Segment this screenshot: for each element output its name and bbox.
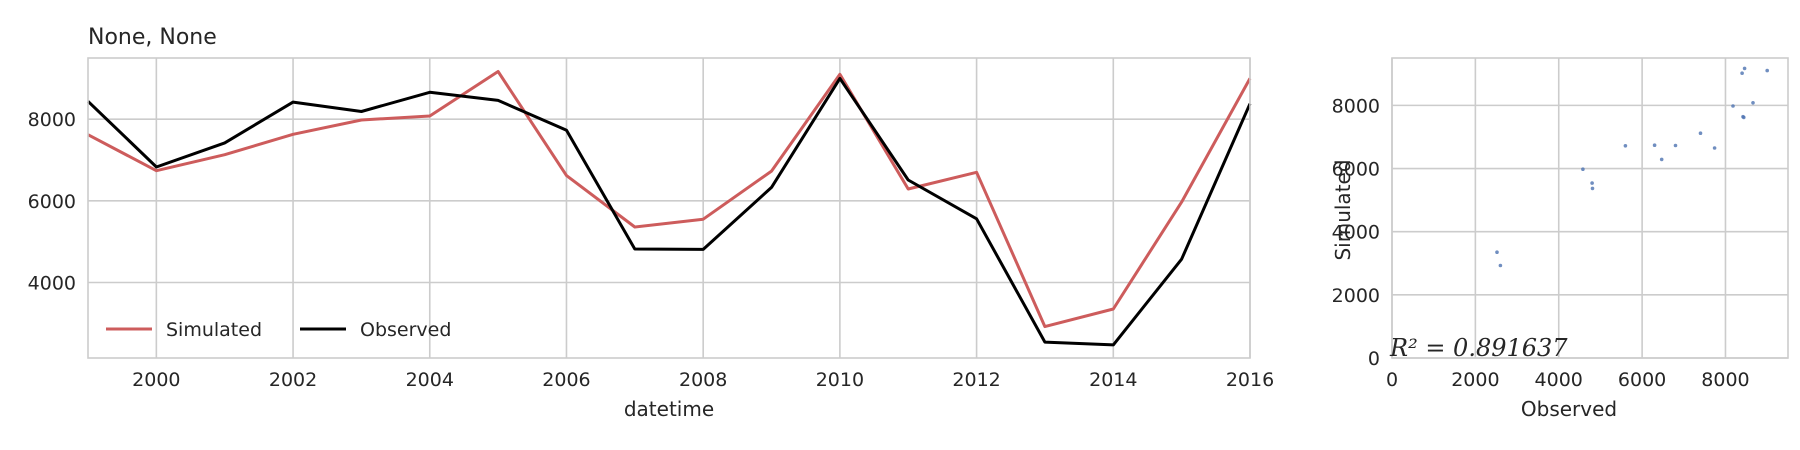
scatter-x-axis-label: Observed (1521, 397, 1617, 421)
time-series-x-ticks: 2000 2002 2004 2006 2008 2010 2012 2014 2016 (132, 369, 1274, 391)
scatter-x-tick-label: 8000 (1701, 369, 1749, 391)
scatter-x-ticks: 0 2000 4000 6000 8000 (1386, 369, 1750, 391)
y-tick-label: 4000 (28, 272, 76, 294)
scatter-point (1751, 101, 1755, 105)
scatter-point (1652, 143, 1657, 147)
time-series-frame (87, 57, 1251, 359)
scatter-y-tick-label: 2000 (1332, 285, 1380, 307)
scatter-point (1742, 115, 1746, 120)
scatter-point (1731, 104, 1735, 108)
scatter-point (1623, 144, 1628, 148)
scatter-points (1495, 66, 1769, 268)
scatter-x-tick-label: 4000 (1535, 369, 1583, 391)
time-series-y-ticks: 4000 6000 8000 (28, 109, 76, 294)
legend: Simulated Observed (106, 319, 451, 341)
scatter-point (1765, 68, 1769, 73)
series-line-simulated (87, 70, 1252, 329)
legend-label-simulated: Simulated (166, 319, 262, 341)
x-tick-label: 2006 (542, 369, 590, 391)
scatter-x-tick-label: 0 (1386, 369, 1398, 391)
time-series-grid (88, 58, 1251, 358)
scatter-point (1659, 157, 1664, 162)
scatter-point (1590, 181, 1594, 185)
time-series-panel: 2000 2002 2004 2006 2008 2010 2012 2014 2016 400… (28, 25, 1275, 421)
x-tick-label: 2000 (132, 369, 180, 391)
scatter-point (1740, 71, 1744, 75)
scatter-point (1590, 186, 1595, 191)
time-series-lines (86, 70, 1252, 347)
scatter-point (1742, 66, 1747, 71)
scatter-frame (1391, 57, 1789, 359)
y-tick-label: 6000 (28, 191, 76, 213)
scatter-y-axis-label: Simulated (1331, 159, 1355, 260)
scatter-grid (1391, 58, 1788, 359)
scatter-x-tick-label: 2000 (1451, 369, 1499, 391)
legend-label-observed: Observed (360, 319, 451, 341)
x-tick-label: 2012 (952, 369, 1000, 391)
r-squared-annotation: R² = 0.891637 (1389, 334, 1568, 362)
x-tick-label: 2008 (679, 369, 727, 391)
x-tick-label: 2014 (1089, 369, 1137, 391)
x-tick-label: 2004 (406, 369, 454, 391)
scatter-point (1495, 250, 1499, 254)
scatter-x-tick-label: 6000 (1618, 369, 1666, 391)
scatter-point (1673, 143, 1678, 148)
scatter-y-ticks: 0 2000 4000 6000 8000 (1332, 95, 1380, 370)
scatter-point (1698, 131, 1703, 135)
scatter-panel: 0 2000 4000 6000 8000 0 2000 4000 6000 8000 Obse… (1331, 57, 1789, 421)
scatter-y-tick-label: 0 (1368, 348, 1380, 370)
scatter-point (1712, 146, 1717, 150)
time-series-x-axis-label: datetime (624, 397, 714, 421)
scatter-point (1498, 263, 1503, 268)
x-tick-label: 2002 (269, 369, 317, 391)
scatter-y-tick-label: 4000 (1332, 222, 1380, 244)
time-series-title: None, None (88, 25, 217, 50)
y-tick-label: 8000 (28, 109, 76, 131)
x-tick-label: 2016 (1226, 369, 1274, 391)
x-tick-label: 2010 (816, 369, 864, 391)
scatter-point (1581, 167, 1585, 171)
scatter-y-tick-label: 8000 (1332, 95, 1380, 117)
series-line-observed (86, 76, 1252, 347)
scatter-y-tick-label: 6000 (1332, 159, 1380, 181)
